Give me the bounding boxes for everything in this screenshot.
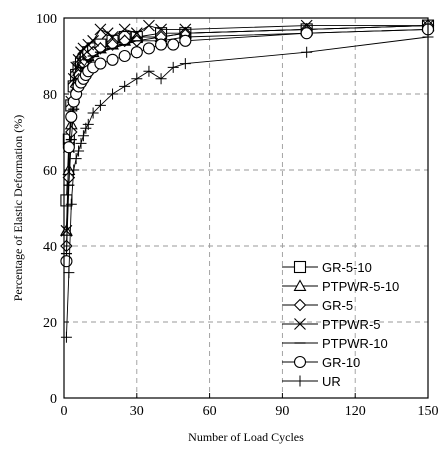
- x-tick-label: 150: [418, 404, 439, 419]
- x-marker: [77, 42, 90, 55]
- circle-marker: [65, 110, 78, 123]
- legend-label: PTPWR-5: [322, 317, 381, 332]
- x-marker: [294, 318, 306, 330]
- circle-marker: [293, 355, 307, 369]
- plus-marker: [65, 198, 77, 210]
- legend-label: PTPWR-5-10: [322, 279, 399, 294]
- legend-item: GR-5-10: [282, 260, 372, 275]
- x-tick-label: 60: [203, 404, 217, 419]
- x-marker: [179, 23, 192, 36]
- triangle-marker: [293, 279, 307, 291]
- plot-frame: [63, 17, 429, 399]
- plus-marker: [87, 107, 99, 119]
- circle-marker: [60, 255, 73, 268]
- plus-marker: [294, 375, 306, 387]
- x-marker: [94, 23, 107, 36]
- square-marker: [293, 260, 307, 274]
- plus-marker: [70, 153, 82, 165]
- x-marker: [155, 23, 167, 36]
- y-tick-label: 20: [43, 316, 57, 331]
- y-tick-label: 80: [43, 88, 57, 103]
- plus-marker: [179, 58, 191, 70]
- circle-marker: [155, 38, 168, 51]
- x-marker: [101, 27, 114, 40]
- plus-marker: [60, 331, 72, 343]
- series-ptpwr-5-10: [59, 18, 435, 236]
- plus-marker: [77, 130, 89, 142]
- x-axis-label: Number of Load Cycles: [188, 430, 304, 444]
- legend-label: GR-10: [322, 355, 360, 370]
- ticks: 0 30 60 90 120 150 0 20 40 60 80 100: [36, 12, 439, 419]
- x-tick-label: 30: [130, 404, 144, 419]
- diamond-marker: [118, 34, 131, 48]
- series-line: [65, 28, 429, 262]
- legend-label: PTPWR-10: [322, 336, 388, 351]
- x-marker: [130, 27, 143, 40]
- x-tick-label: 120: [345, 404, 366, 419]
- circle-marker: [106, 53, 119, 66]
- legend-label: GR-5: [322, 298, 353, 313]
- legend-item: GR-10: [282, 355, 360, 370]
- plus-marker: [131, 73, 143, 85]
- series-layer: [59, 18, 435, 343]
- circle-marker: [142, 42, 155, 55]
- grid: [64, 18, 428, 398]
- x-marker: [70, 61, 83, 74]
- circle-marker: [179, 34, 192, 47]
- circle-marker: [167, 38, 180, 51]
- series-line: [65, 28, 429, 254]
- y-tick-label: 100: [36, 12, 57, 27]
- legend-item: PTPWR-5-10: [282, 279, 399, 294]
- plus-marker: [75, 137, 87, 149]
- x-tick-label: 90: [275, 404, 289, 419]
- legend: GR-5-10 PTPWR-5-10 GR-5 PTPWR-5 PTPWR-10 GR-1…: [282, 260, 399, 389]
- series-line: [65, 25, 428, 231]
- legend-item: GR-5: [282, 298, 353, 313]
- circle-marker: [130, 46, 143, 59]
- x-marker: [82, 38, 95, 51]
- legend-label: GR-5-10: [322, 260, 372, 275]
- x-marker: [118, 23, 131, 36]
- plus-marker: [119, 80, 131, 92]
- legend-item: PTPWR-10: [282, 336, 388, 351]
- plus-marker: [82, 118, 94, 130]
- circle-marker: [62, 141, 75, 154]
- plus-marker: [73, 145, 85, 157]
- x-marker: [143, 19, 155, 32]
- legend-item: UR: [282, 374, 341, 389]
- circle-marker: [94, 57, 107, 70]
- plus-marker: [63, 267, 75, 279]
- diamond-marker: [293, 298, 307, 312]
- plus-marker: [68, 164, 80, 176]
- x-marker: [72, 53, 85, 66]
- x-marker: [87, 34, 100, 47]
- plus-marker: [143, 65, 155, 77]
- y-tick-label: 0: [50, 392, 57, 407]
- legend-item: PTPWR-5: [282, 317, 381, 332]
- plus-marker: [155, 73, 167, 85]
- series-ur: [60, 31, 434, 343]
- plus-marker: [301, 46, 313, 58]
- plus-marker: [94, 99, 106, 111]
- y-axis-label: Percentage of Elastic Deformation (%): [11, 115, 25, 302]
- circle-marker: [118, 49, 131, 63]
- series-ptpwr-5: [60, 19, 434, 237]
- circle-marker: [300, 27, 313, 40]
- series-gr-10: [60, 23, 435, 268]
- y-tick-label: 60: [43, 164, 57, 179]
- plus-marker: [167, 61, 179, 73]
- legend-label: UR: [322, 374, 341, 389]
- series-gr-5: [60, 19, 435, 253]
- plus-marker: [107, 88, 119, 100]
- x-marker: [106, 31, 119, 43]
- y-tick-label: 40: [43, 240, 57, 255]
- x-tick-label: 0: [61, 404, 68, 419]
